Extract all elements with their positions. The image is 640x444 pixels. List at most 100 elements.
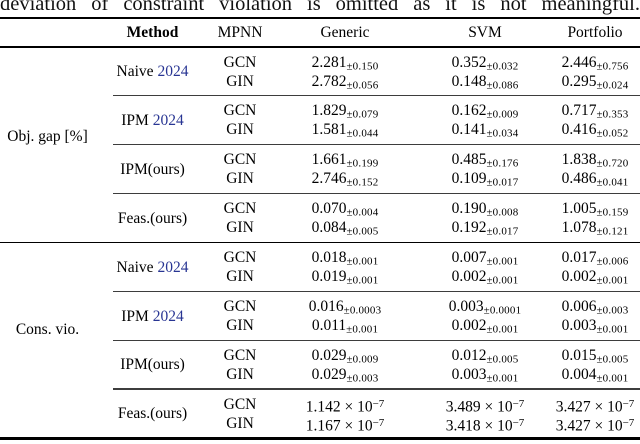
value-stddev: ±0.044 [346,127,379,140]
value-stddev: ±0.199 [346,157,379,170]
value-cell: 0.190±0.008 [420,199,550,219]
value-cell: 3.489 × 10−7 [420,395,550,416]
mpnn-cell: GIN [226,268,254,286]
value-main: 0.004 [561,365,597,383]
value-cell: 0.019±0.001 [270,267,420,287]
value-stddev: ±0.005 [596,353,629,366]
value-cell: 3.427 × 10−7 [550,395,640,416]
value-stddev: ±0.004 [346,206,379,219]
value-stddev: ±0.001 [486,274,519,287]
value-main: 0.352 [451,53,487,71]
citation-link[interactable]: 2024 [152,307,184,325]
value-cell: 0.004±0.001 [550,365,640,385]
table-header-row: Method MPNN Generic SVM Portfolio [0,19,640,46]
value-cell: 0.002±0.001 [420,267,550,287]
value-main: 3.427 × 10 [555,398,623,416]
value-exponent: −7 [372,416,385,429]
table-top-rule [0,17,640,19]
value-cell: 0.012±0.005 [420,346,550,366]
method-cell: Feas.(ours) [95,395,210,433]
method-label: Feas.(ours) [117,209,188,227]
value-stddev: ±0.005 [486,353,519,366]
value-stddev: ±0.009 [486,108,519,121]
value-stddev: ±0.086 [486,79,519,91]
value-main: 2.782 [311,72,347,90]
value-stddev: ±0.001 [486,255,519,268]
method-label: Feas.(ours) [117,405,188,423]
value-cell: 0.006±0.003 [550,297,640,317]
value-cell: 2.281±0.150 [270,53,420,73]
value-exponent: −7 [372,397,385,410]
mpnn-cell: GIN [226,414,254,432]
value-main: 0.141 [451,121,487,139]
method-label: IPM(ours) [120,160,185,178]
section-label-obj-gap: Obj. gap [%] [7,128,88,145]
value-main: 0.029 [311,365,347,383]
value-cell: 0.485±0.176 [420,150,550,170]
value-stddev: ±0.001 [486,372,519,385]
value-main: 1.661 [311,151,347,169]
column-header-method: Method [126,23,179,41]
value-cell: 0.002±0.001 [420,316,550,336]
value-cell: 1.661±0.199 [270,150,420,170]
method-cell: IPM(ours) [95,150,210,188]
mpnn-cell: GIN [226,72,254,90]
value-cell: 0.003±0.001 [420,365,550,385]
value-exponent: −7 [512,397,525,410]
mpnn-cell: GCN [223,53,257,71]
group-separator-rule [113,143,640,146]
value-cell: 0.015±0.005 [550,346,640,366]
value-cell: 0.084±0.005 [270,218,420,238]
value-main: 0.162 [451,102,487,120]
value-main: 0.003 [561,317,597,335]
value-main: 0.295 [561,72,597,90]
value-cell: 0.029±0.009 [270,346,420,366]
value-main: 0.019 [311,268,347,286]
value-stddev: ±0.056 [346,79,379,91]
method-group: IPM 2024 GCN 1.829±0.079 0.162±0.009 0.717±0… [0,96,640,144]
value-main: 3.489 × 10 [445,398,513,416]
citation-link[interactable]: 2024 [157,258,189,276]
value-cell: 0.192±0.017 [420,218,550,238]
value-exponent: −7 [622,397,635,410]
section-separator-rule [0,241,640,244]
caption-text: deviation of constraint violation is omi… [0,0,640,15]
value-stddev: ±0.034 [486,127,519,140]
value-cell: 0.141±0.034 [420,120,550,140]
value-cell: 1.005±0.159 [550,199,640,219]
method-label: Naive [116,63,154,80]
value-cell: 3.427 × 10−7 [550,414,640,435]
value-main: 1.581 [311,121,347,139]
value-stddev: ±0.001 [596,372,629,385]
method-label: IPM(ours) [120,356,185,374]
value-cell: 0.162±0.009 [420,101,550,121]
value-main: 0.485 [451,151,487,169]
value-cell: 0.416±0.052 [550,120,640,140]
value-stddev: ±0.006 [596,255,629,268]
value-cell: 1.078±0.121 [550,218,640,238]
method-group: IPM(ours) GCN 0.029±0.009 0.012±0.005 0.015±… [0,341,640,389]
value-cell: 0.018±0.001 [270,248,420,268]
value-main: 0.011 [311,317,347,335]
header-rule [0,46,640,48]
value-main: 1.142 × 10 [305,398,373,416]
method-cell: IPM(ours) [95,346,210,384]
value-stddev: ±0.079 [346,108,379,121]
value-main: 3.427 × 10 [555,417,623,435]
citation-link[interactable]: 2024 [157,63,189,80]
value-exponent: −7 [622,416,635,429]
value-stddev: ±0.005 [346,225,379,238]
citation-link[interactable]: 2024 [152,111,184,129]
value-stddev: ±0.001 [346,255,379,268]
mpnn-cell: GIN [226,219,254,237]
value-main: 1.167 × 10 [305,417,373,435]
value-stddev: ±0.009 [346,353,379,366]
value-main: 0.002 [451,268,487,286]
value-main: 1.005 [561,200,597,218]
value-cell: 1.838±0.720 [550,150,640,170]
value-stddev: ±0.008 [486,206,519,219]
value-stddev: ±0.001 [596,274,629,287]
value-main: 0.717 [561,102,597,120]
mpnn-cell: GIN [226,365,254,383]
value-main: 0.084 [311,219,347,237]
